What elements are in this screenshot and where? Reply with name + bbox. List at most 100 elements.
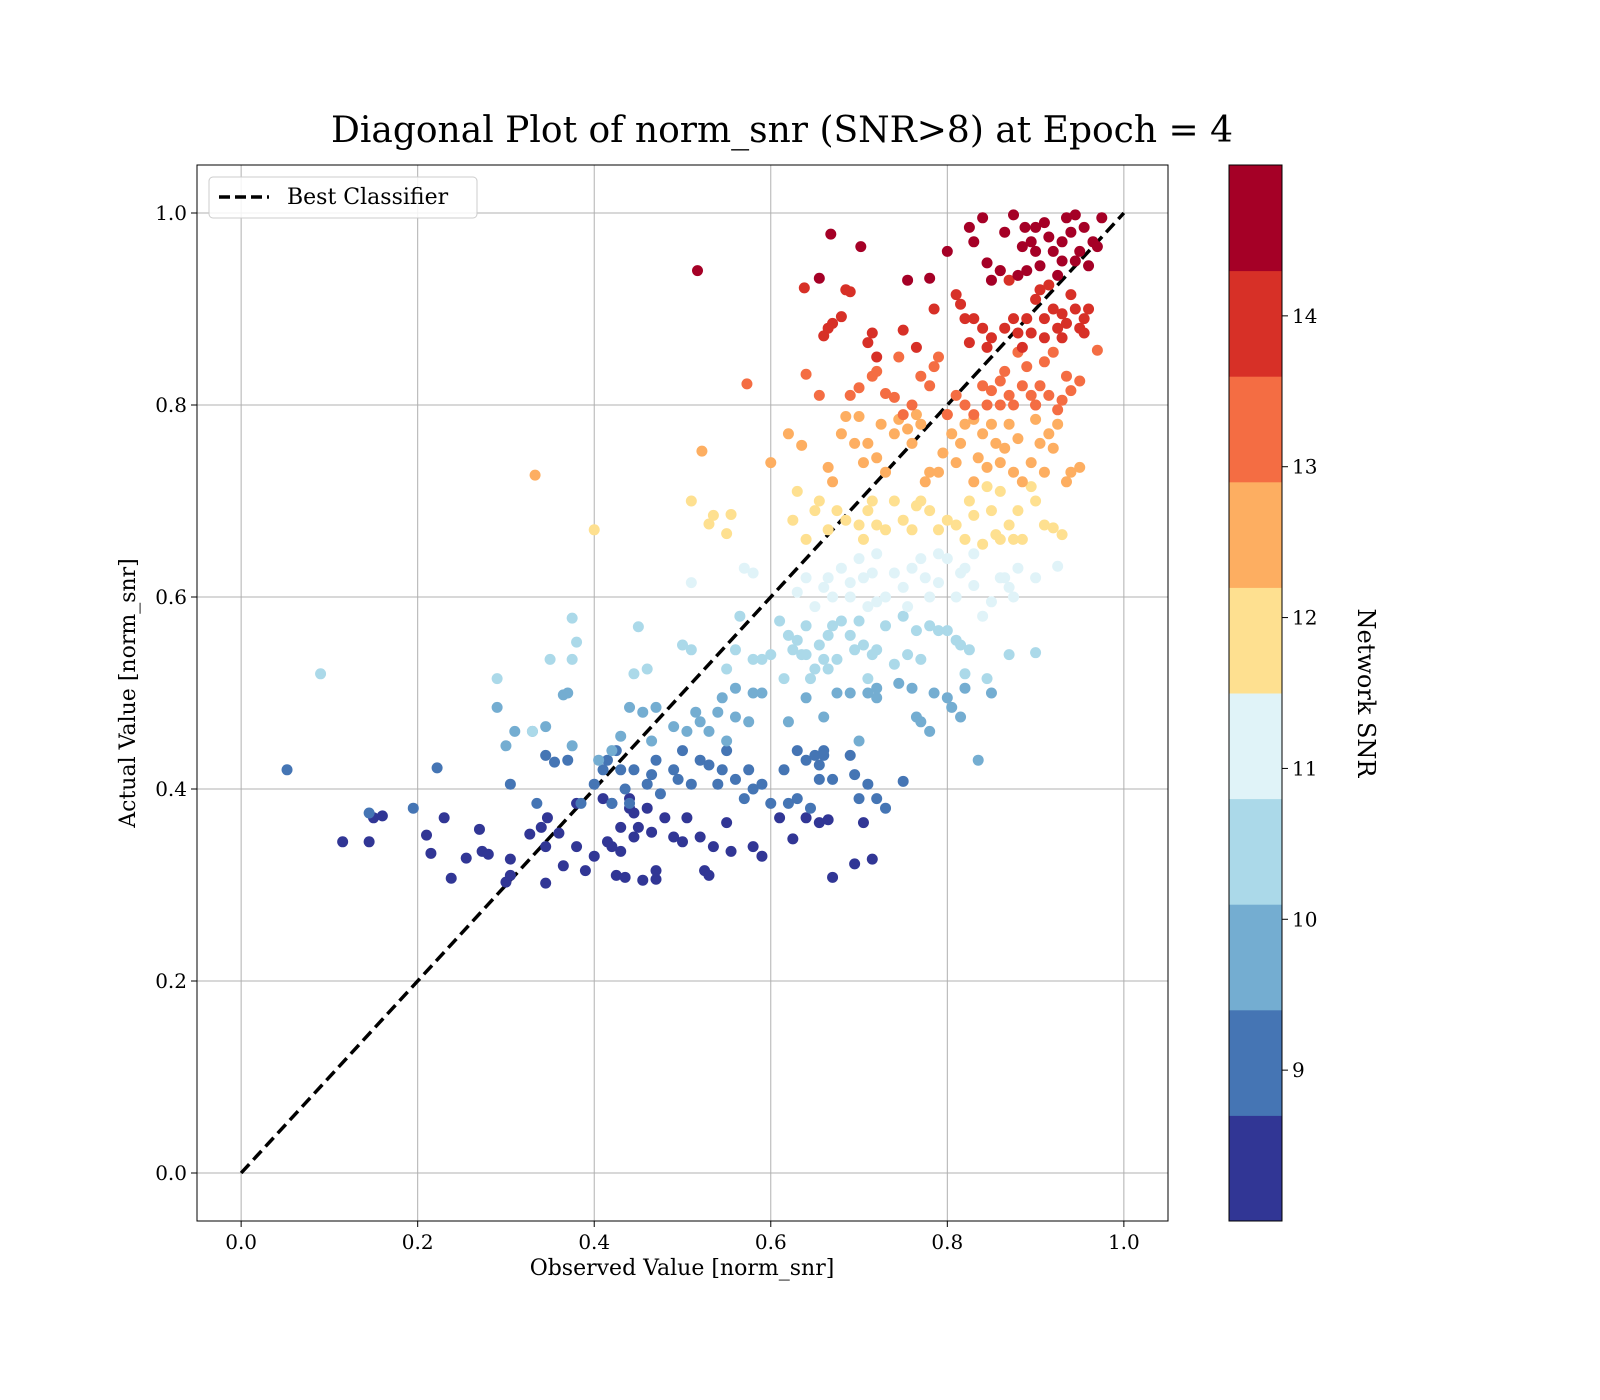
data-point bbox=[668, 764, 680, 776]
data-point bbox=[544, 653, 556, 665]
data-point bbox=[800, 572, 812, 584]
data-point bbox=[1030, 245, 1042, 257]
colorbar-band bbox=[1229, 270, 1282, 377]
data-point bbox=[999, 442, 1011, 454]
data-point bbox=[685, 644, 697, 656]
data-point bbox=[822, 524, 834, 536]
data-point bbox=[963, 337, 975, 349]
data-point bbox=[999, 365, 1011, 377]
data-point bbox=[849, 437, 861, 449]
data-point bbox=[1021, 361, 1033, 373]
data-point bbox=[950, 289, 962, 301]
data-point bbox=[601, 754, 613, 766]
y-axis-label: Actual Value [norm_snr] bbox=[116, 558, 141, 829]
data-point bbox=[707, 841, 719, 853]
data-point bbox=[421, 829, 433, 841]
x-tick-label: 1.0 bbox=[1108, 1230, 1140, 1254]
data-point bbox=[566, 740, 578, 752]
legend: Best Classifier bbox=[208, 176, 478, 219]
data-point bbox=[1016, 241, 1028, 253]
data-point bbox=[1025, 389, 1037, 401]
data-point bbox=[1008, 533, 1020, 545]
data-point bbox=[721, 663, 733, 675]
data-point bbox=[1030, 399, 1042, 411]
y-axis-ticks: 0.0 0.2 0.4 0.6 0.8 1.0 bbox=[155, 201, 197, 1185]
data-point bbox=[1060, 476, 1072, 488]
data-point bbox=[1091, 241, 1103, 253]
data-point bbox=[716, 692, 728, 704]
data-point bbox=[932, 577, 944, 589]
data-point bbox=[831, 687, 843, 699]
data-point bbox=[800, 812, 812, 824]
data-point bbox=[782, 629, 794, 641]
data-point bbox=[1034, 437, 1046, 449]
data-point bbox=[1008, 591, 1020, 603]
data-point bbox=[809, 505, 821, 517]
data-point bbox=[902, 649, 914, 661]
data-point bbox=[681, 812, 693, 824]
data-point bbox=[822, 663, 834, 675]
y-tick-label: 0.6 bbox=[155, 585, 187, 609]
data-point bbox=[800, 692, 812, 704]
data-point bbox=[855, 241, 867, 253]
colorbar-tick-label: 9 bbox=[1292, 1058, 1305, 1082]
data-point bbox=[1012, 433, 1024, 445]
data-point bbox=[813, 495, 825, 507]
data-point bbox=[871, 351, 883, 363]
data-point bbox=[994, 533, 1006, 545]
data-point bbox=[1038, 313, 1050, 325]
data-point bbox=[774, 812, 786, 824]
data-point bbox=[707, 509, 719, 521]
data-point bbox=[941, 409, 953, 421]
data-point bbox=[541, 812, 553, 824]
data-point bbox=[650, 754, 662, 766]
data-point bbox=[985, 687, 997, 699]
data-point bbox=[738, 793, 750, 805]
data-point bbox=[857, 817, 869, 829]
data-point bbox=[765, 649, 777, 661]
data-point bbox=[888, 567, 900, 579]
data-point bbox=[615, 730, 627, 742]
data-point bbox=[871, 682, 883, 694]
data-point bbox=[857, 639, 869, 651]
data-point bbox=[743, 764, 755, 776]
data-point bbox=[818, 749, 830, 761]
data-point bbox=[782, 428, 794, 440]
data-point bbox=[1008, 209, 1020, 221]
data-point bbox=[893, 677, 905, 689]
data-point bbox=[959, 399, 971, 411]
data-point bbox=[615, 821, 627, 833]
data-point bbox=[460, 852, 472, 864]
data-point bbox=[827, 620, 839, 632]
data-point bbox=[985, 385, 997, 397]
data-point bbox=[1030, 647, 1042, 659]
data-point bbox=[1030, 495, 1042, 507]
data-point bbox=[941, 514, 953, 526]
data-point bbox=[1030, 221, 1042, 233]
colorbar-frame bbox=[1228, 164, 1283, 1222]
data-point bbox=[738, 562, 750, 574]
data-point bbox=[906, 399, 918, 411]
data-point bbox=[946, 701, 958, 713]
data-point bbox=[571, 841, 583, 853]
data-point bbox=[866, 495, 878, 507]
data-point bbox=[985, 418, 997, 430]
data-point bbox=[677, 745, 688, 757]
data-point bbox=[1012, 562, 1024, 574]
data-point bbox=[981, 461, 993, 473]
data-point bbox=[959, 668, 971, 680]
data-point bbox=[1012, 327, 1024, 339]
data-point bbox=[897, 514, 909, 526]
data-point bbox=[562, 754, 574, 766]
data-point bbox=[928, 303, 940, 315]
data-point bbox=[822, 629, 834, 641]
data-point bbox=[531, 797, 543, 809]
data-point bbox=[791, 634, 803, 646]
data-point bbox=[928, 687, 940, 699]
data-point bbox=[597, 793, 609, 805]
data-point bbox=[721, 745, 733, 757]
colorbar-band bbox=[1229, 587, 1282, 694]
data-point bbox=[1065, 289, 1077, 301]
data-point bbox=[1025, 457, 1037, 469]
data-point bbox=[756, 850, 768, 862]
